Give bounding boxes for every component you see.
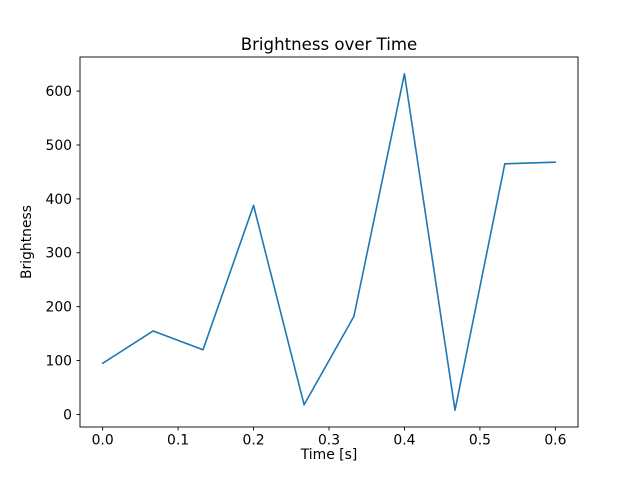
y-tick-label: 600 — [45, 84, 72, 100]
x-tick-label: 0.6 — [544, 433, 566, 449]
y-tick-label: 0 — [63, 407, 72, 423]
x-tick-label: 0.3 — [318, 433, 340, 449]
x-tick-label: 0.1 — [167, 433, 189, 449]
x-axis-label: Time [s] — [300, 447, 358, 463]
data-line-brightness — [101, 73, 557, 411]
chart-title: Brightness over Time — [240, 35, 418, 54]
y-tick-label: 100 — [45, 353, 72, 369]
x-tick-label: 0.0 — [92, 433, 114, 449]
y-axis-label: Brightness — [19, 205, 35, 279]
y-tick-label: 300 — [45, 246, 72, 262]
y-tick-label: 200 — [45, 300, 72, 316]
y-tick-label: 400 — [45, 192, 72, 208]
x-tick-label: 0.4 — [393, 433, 415, 449]
x-tick-label: 0.2 — [242, 433, 264, 449]
y-tick-label: 500 — [45, 138, 72, 154]
plot-area — [79, 56, 579, 428]
x-tick-label: 0.5 — [469, 433, 491, 449]
